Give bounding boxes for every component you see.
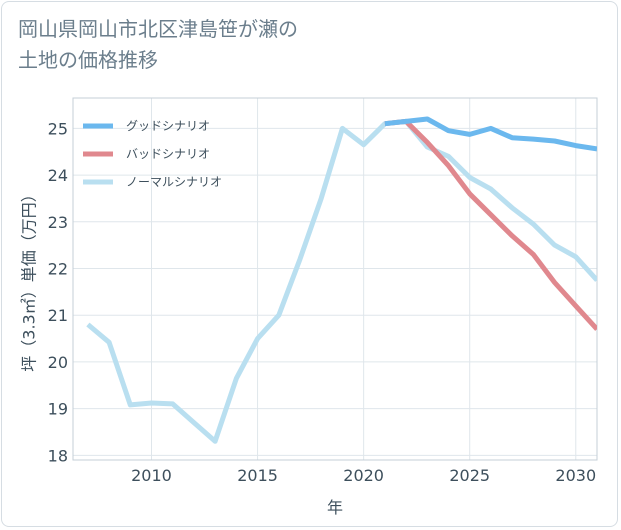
y-tick-label: 23 bbox=[48, 213, 68, 232]
x-tick-label: 2025 bbox=[449, 466, 490, 485]
x-axis-title: 年 bbox=[327, 498, 343, 517]
x-tick-label: 2030 bbox=[555, 466, 596, 485]
legend-label: ノーマルシナリオ bbox=[126, 175, 222, 189]
series-line-3 bbox=[86, 118, 597, 444]
x-tick-label: 2015 bbox=[237, 466, 278, 485]
x-tick-label: 2020 bbox=[343, 466, 384, 485]
chart-title: 岡山県岡山市北区津島笹が瀬の 土地の価格推移 bbox=[18, 14, 298, 76]
y-axis-title: 坪（3.3㎡）単価（万円） bbox=[20, 186, 39, 371]
y-tick-label: 18 bbox=[48, 446, 68, 465]
y-tick-label: 24 bbox=[48, 166, 68, 185]
tick-labels: 2010 2015 2020 2025 2030 18 19 20 21 22 23 24 25 bbox=[48, 119, 597, 485]
legend-label: バッドシナリオ bbox=[126, 147, 210, 161]
y-tick-label: 21 bbox=[48, 306, 68, 325]
series-line-1 bbox=[384, 116, 597, 152]
gridlines bbox=[72, 97, 598, 461]
legend-label: グッドシナリオ bbox=[126, 119, 210, 133]
y-tick-label: 20 bbox=[48, 353, 68, 372]
chart-title-line-1: 岡山県岡山市北区津島笹が瀬の bbox=[18, 17, 298, 41]
y-tick-label: 22 bbox=[48, 259, 68, 278]
y-tick-label: 25 bbox=[48, 119, 68, 138]
x-tick-label: 2010 bbox=[131, 466, 172, 485]
y-tick-label: 19 bbox=[48, 400, 68, 419]
series-line-2 bbox=[384, 118, 597, 331]
chart-title-line-2: 土地の価格推移 bbox=[18, 48, 158, 72]
series-lines bbox=[86, 116, 597, 444]
